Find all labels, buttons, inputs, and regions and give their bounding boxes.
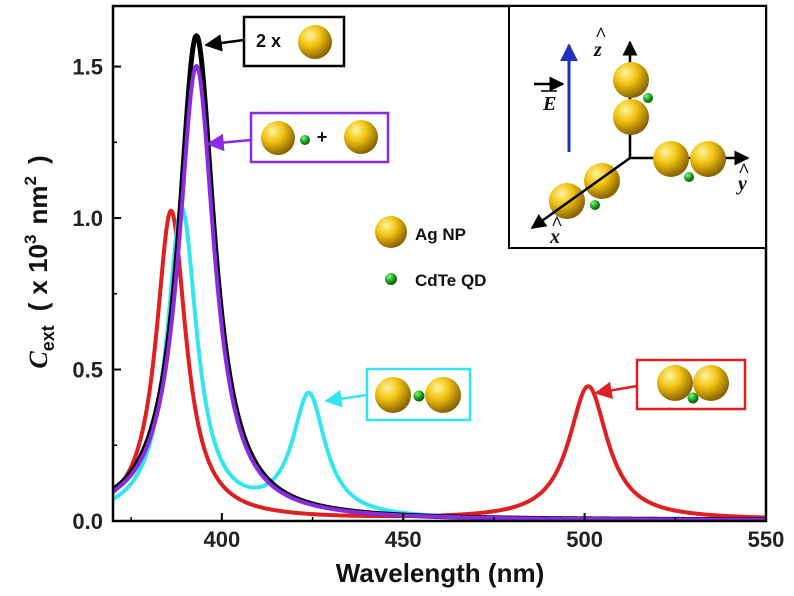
x-tick-label: 500 <box>566 527 603 552</box>
annotation-coupled-y-arrow <box>324 390 368 408</box>
legend-ag-np-label: Ag NP <box>415 225 466 244</box>
ag-np-sphere-icon <box>261 121 295 155</box>
y-tick-label: 1.5 <box>72 55 103 80</box>
ag-np-sphere-icon <box>613 62 649 98</box>
y-axis-symbol: C <box>24 351 53 369</box>
geometry-inset: E ^ z ^ y ^ x <box>508 5 767 249</box>
y-axis-subscript: ext <box>38 325 58 351</box>
annotation-coupled-y <box>324 367 472 422</box>
tick-layer: 400 450 500 550 0.0 0.5 1.0 1.5 <box>72 55 784 552</box>
legend-ag-np-icon <box>375 216 407 248</box>
y-axis-unit-power: 2 <box>21 176 40 185</box>
inset-x-label: x <box>549 226 560 248</box>
y-axis-open-paren: ( <box>23 302 53 311</box>
y-axis-title: Cext ( x 103 nm2) <box>21 155 58 368</box>
y-tick-label: 0.0 <box>72 509 103 534</box>
y-tick-label: 0.5 <box>72 358 103 383</box>
annotation-dimer-arrow <box>204 34 245 52</box>
cdte-qd-icon <box>684 172 694 182</box>
x-tick-label: 400 <box>203 527 240 552</box>
cdte-qd-icon <box>300 135 310 145</box>
legend-cdte-qd-icon <box>385 273 397 285</box>
cdte-qd-icon <box>590 200 600 210</box>
inset-z-label: z <box>593 39 602 61</box>
svg-text:Cext(x 103nm2): Cext ( x 103 nm2) <box>21 155 58 368</box>
plot-frame <box>111 4 768 523</box>
series-line-2 <box>113 63 766 521</box>
annotation-coupled-x <box>594 358 747 411</box>
ag-np-sphere-icon <box>657 365 693 401</box>
y-axis-times: x 10 <box>23 244 53 295</box>
series-layer <box>113 33 766 521</box>
cdte-qd-icon <box>413 390 425 402</box>
annotation-dimer: 2 x <box>204 15 346 68</box>
inset-y-hat: ^ <box>738 160 749 182</box>
cdte-qd-icon <box>643 93 653 103</box>
ag-np-sphere-icon <box>344 120 378 154</box>
inset-x-axis <box>530 156 631 230</box>
legend: Ag NP CdTe QD <box>375 216 486 290</box>
annotation-separated: + <box>206 111 390 164</box>
annotation-dimer-label: 2 x <box>256 31 281 51</box>
x-tick-label: 550 <box>748 527 785 552</box>
cdte-qd-icon <box>687 392 699 404</box>
annotation-separated-arrow <box>206 133 252 152</box>
y-axis-close-paren: ) <box>23 155 53 164</box>
ag-np-sphere-icon <box>375 377 411 413</box>
ag-np-sphere-icon <box>653 141 689 177</box>
y-tick-label: 1.0 <box>72 206 103 231</box>
x-tick-label: 450 <box>385 527 422 552</box>
field-label: E <box>542 93 556 115</box>
ag-np-sphere-icon <box>690 141 726 177</box>
ag-np-sphere-icon <box>693 365 729 401</box>
y-axis-unit: nm <box>23 186 53 225</box>
y-axis-power: 3 <box>21 235 40 244</box>
annotation-plus-label: + <box>317 127 328 147</box>
ag-np-sphere-icon <box>298 25 332 59</box>
annotation-coupled-x-arrow <box>594 381 638 399</box>
legend-cdte-qd-label: CdTe QD <box>415 271 486 290</box>
ag-np-sphere-icon <box>425 377 461 413</box>
inset-y-label: y <box>736 173 747 195</box>
x-axis-title: Wavelength (nm) <box>336 558 544 588</box>
ag-np-sphere-icon <box>613 99 649 135</box>
inset-z-hat: ^ <box>595 24 606 46</box>
inset-x-hat: ^ <box>551 213 562 235</box>
